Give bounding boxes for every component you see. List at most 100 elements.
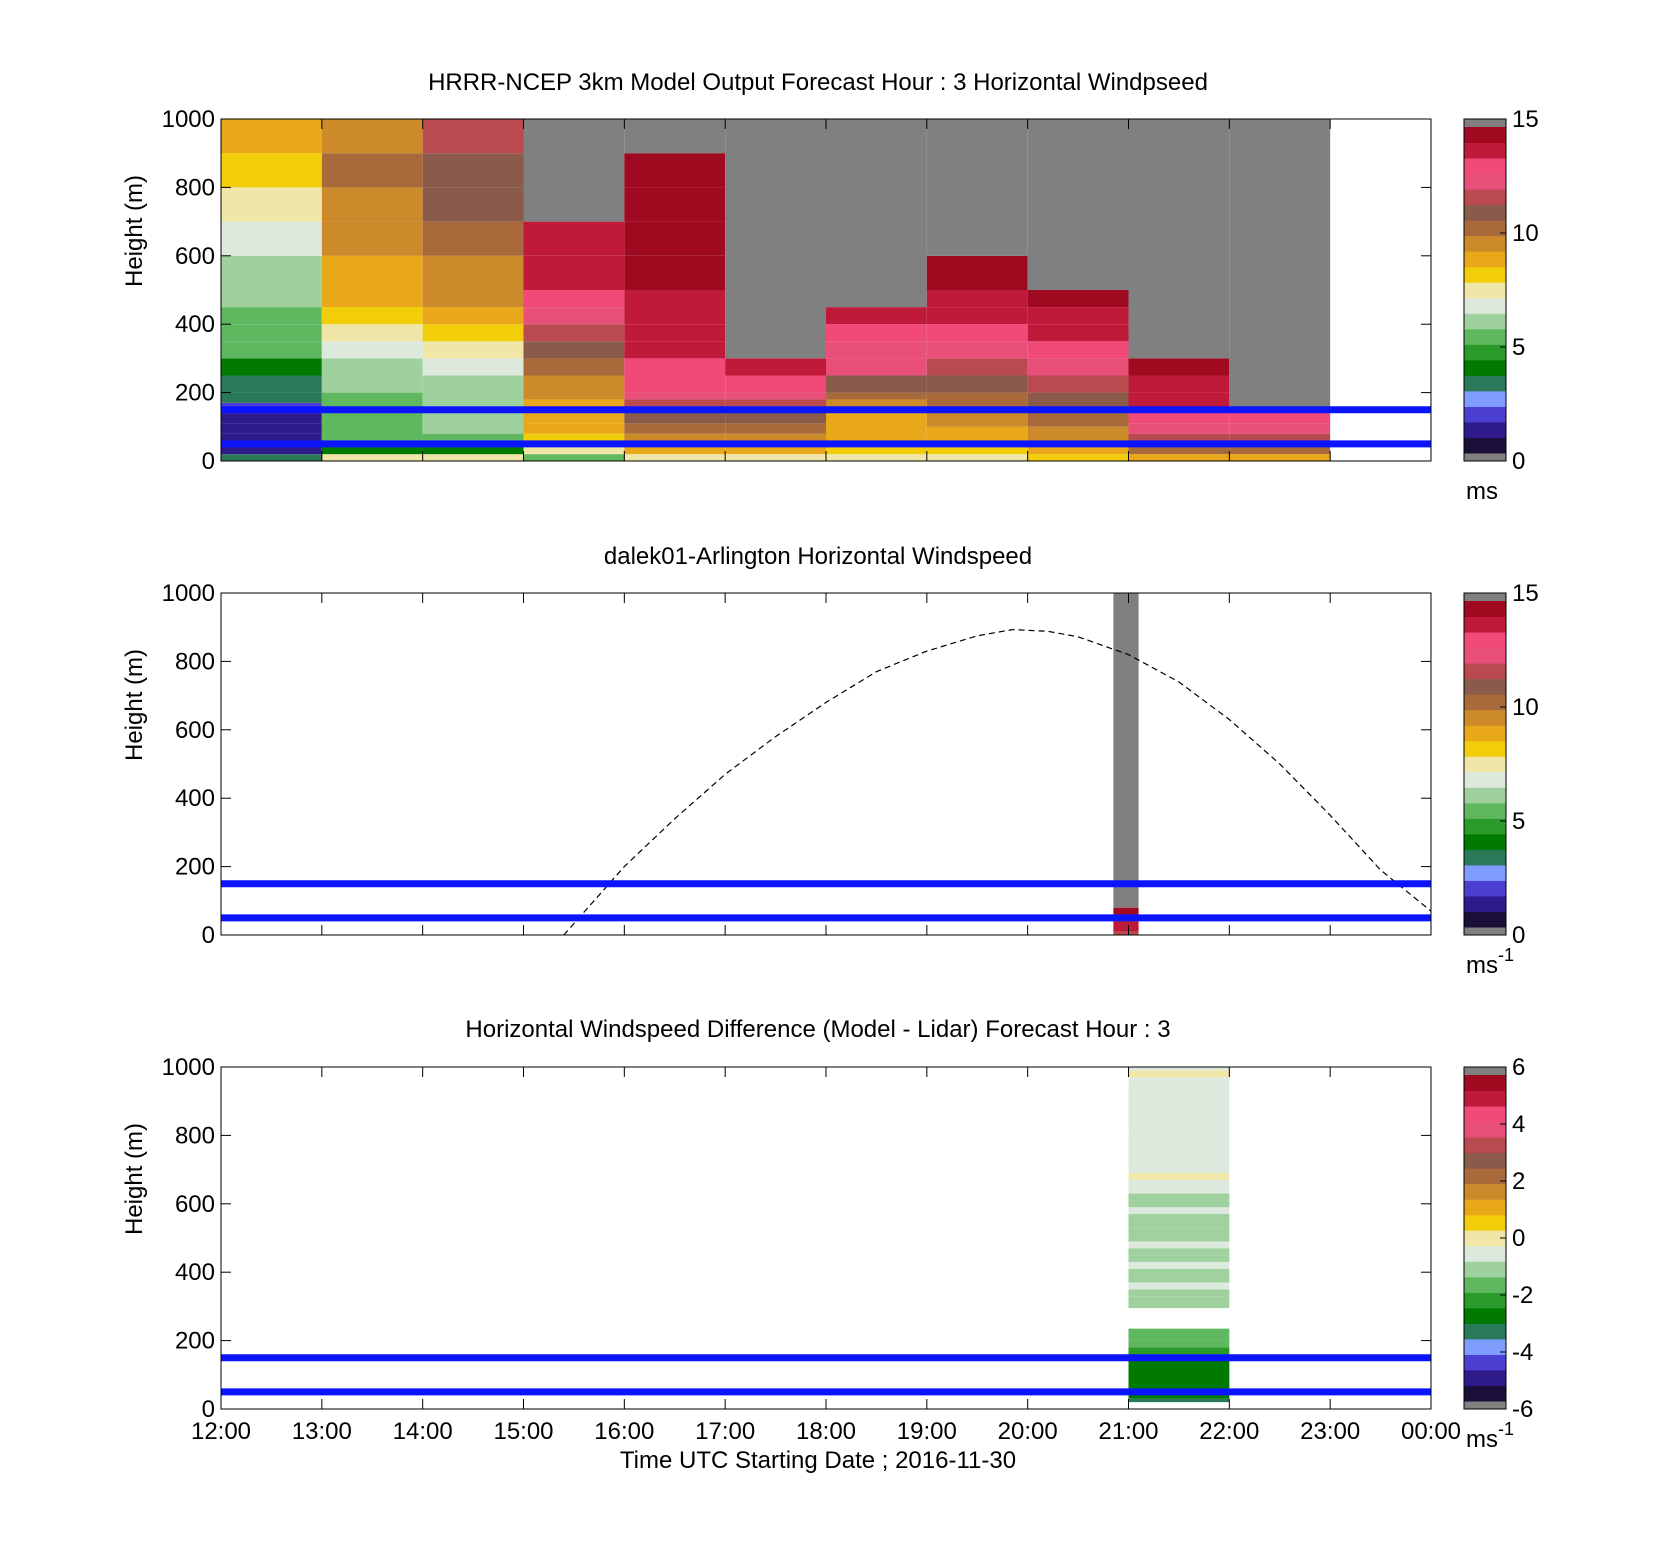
colorbar-cap	[1464, 119, 1506, 127]
y-tick-label: 0	[202, 922, 215, 949]
colorbar-swatch	[1464, 895, 1506, 912]
heatmap-cell	[926, 443, 1028, 455]
colorbar-swatch	[1464, 880, 1506, 897]
colorbar-swatch	[1464, 1137, 1506, 1154]
colorbar: 0 5 10 15 ms	[1463, 106, 1539, 505]
colorbar-unit: ms-1	[1466, 945, 1514, 979]
heatmap-cell	[1027, 409, 1129, 427]
heatmap-cell	[422, 341, 524, 359]
colorbar-swatch	[1464, 437, 1506, 454]
heatmap-cell	[1128, 1398, 1230, 1403]
colorbar-swatch	[1464, 616, 1506, 633]
heatmap-cell	[826, 399, 927, 410]
heatmap-cell	[422, 443, 524, 455]
colorbar-swatch	[1464, 1090, 1506, 1107]
colorbar-swatch	[1464, 282, 1506, 299]
heatmap-cell	[523, 341, 625, 359]
heatmap-cell	[725, 375, 826, 393]
heatmap-cell	[1128, 1227, 1230, 1235]
colorbar-swatch	[1464, 694, 1506, 711]
heatmap-cell	[624, 454, 726, 461]
heatmap-cell	[321, 454, 423, 461]
heatmap-cell	[221, 423, 322, 434]
colorbar-swatch	[1464, 173, 1506, 190]
colorbar-swatch	[1464, 663, 1506, 680]
heatmap-cell	[725, 443, 826, 455]
x-tick-label: 19:00	[897, 1418, 957, 1445]
heatmap-cell	[1128, 423, 1230, 434]
x-tick-label: 13:00	[292, 1418, 352, 1445]
colorbar-swatch	[1464, 359, 1506, 376]
heatmap-cell	[422, 119, 524, 154]
colorbar-swatch	[1464, 678, 1506, 695]
heatmap-cell	[826, 324, 927, 342]
heatmap-cell	[221, 375, 322, 393]
panel-model-windspeed: HRRR-NCEP 3km Model Output Forecast Hour…	[121, 69, 1539, 505]
heatmap-cell	[826, 409, 927, 444]
heatmap-cell	[1128, 1248, 1230, 1256]
heatmap-cell	[1128, 1118, 1230, 1126]
heatmap-cell	[624, 153, 726, 188]
colorbar-swatch	[1464, 818, 1506, 835]
heatmap-cell	[1128, 1159, 1230, 1167]
heatmap-cell	[221, 454, 322, 461]
heatmap-cell	[523, 358, 625, 376]
panel-lidar-windspeed: dalek01-Arlington Horizontal Windspeed 0…	[121, 543, 1539, 979]
heatmap-cell	[624, 187, 726, 222]
heatmap-cell	[624, 423, 726, 434]
y-tick-label: 600	[175, 243, 215, 270]
heatmap-cell	[1128, 1241, 1230, 1249]
colorbar-swatch	[1464, 390, 1506, 407]
heatmap-cell	[826, 119, 927, 308]
heatmap-cell	[1128, 1275, 1230, 1283]
heatmap-cell	[1128, 1207, 1230, 1215]
heatmap-cell	[1128, 392, 1230, 410]
colorbar-swatch	[1464, 1152, 1506, 1169]
heatmap-cell	[624, 221, 726, 256]
colorbar-cap	[1464, 927, 1506, 935]
y-tick-label: 800	[175, 174, 215, 201]
x-tick-label: 00:00	[1401, 1418, 1461, 1445]
colorbar-swatch	[1464, 1183, 1506, 1200]
colorbar-swatch	[1464, 328, 1506, 345]
heatmap-cell	[926, 375, 1028, 393]
heatmap-cell	[725, 454, 826, 461]
colorbar-swatch	[1464, 601, 1506, 618]
heatmap-cell	[221, 187, 322, 222]
y-axis-label: Height (m)	[121, 175, 148, 287]
heatmap-cell	[1113, 931, 1139, 935]
colorbar-tick-label: 5	[1512, 334, 1525, 361]
colorbar-swatch	[1464, 1261, 1506, 1278]
heatmap-cell	[523, 221, 625, 256]
heatmap-cell	[1128, 1104, 1230, 1112]
colorbar-swatch	[1464, 833, 1506, 850]
colorbar-swatch	[1464, 251, 1506, 268]
colorbar-swatch	[1464, 421, 1506, 438]
heatmap-cell	[321, 153, 423, 188]
heatmap-cell	[422, 375, 524, 410]
y-tick-label: 800	[175, 648, 215, 675]
heatmap-cell	[321, 341, 423, 359]
y-tick-label: 0	[202, 1396, 215, 1423]
colorbar-swatch	[1464, 235, 1506, 252]
y-tick-label: 800	[175, 1122, 215, 1149]
heatmap-cell	[221, 433, 322, 444]
colorbar-swatch	[1464, 756, 1506, 773]
colorbar-tick-label: 5	[1512, 808, 1525, 835]
x-tick-label: 20:00	[998, 1418, 1058, 1445]
heatmap-cell	[321, 187, 423, 222]
heatmap-cell	[1027, 358, 1129, 376]
heatmap-cell	[1128, 1084, 1230, 1091]
heatmap-cell	[523, 399, 625, 410]
heatmap-cell	[1128, 1282, 1230, 1290]
heatmap-cell	[926, 119, 1028, 256]
colorbar-tick-label: -2	[1512, 1282, 1533, 1309]
colorbar-swatch	[1464, 1307, 1506, 1324]
heatmap-cell	[1128, 1131, 1230, 1139]
heatmap-cell	[1229, 423, 1331, 434]
heatmap-cell	[321, 290, 423, 308]
x-tick-label: 12:00	[191, 1418, 251, 1445]
heatmap-cell	[1128, 375, 1230, 393]
heatmap-cell	[1128, 1261, 1230, 1269]
y-tick-label: 600	[175, 717, 215, 744]
